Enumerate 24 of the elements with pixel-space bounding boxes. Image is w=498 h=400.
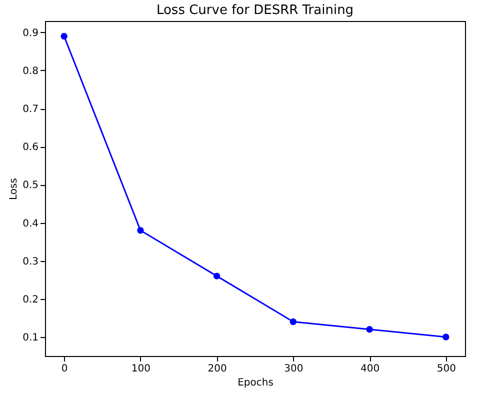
y-tick-label: 0.1: [22, 332, 38, 344]
point: [60, 32, 68, 40]
chart-title: Loss Curve for DESRR Training: [156, 3, 354, 18]
x-tick-label: 300: [284, 364, 304, 374]
y-tick-label: 0.8: [22, 66, 38, 77]
x-tick-label: 200: [208, 364, 227, 374]
y-tick-label: 0.6: [22, 142, 38, 154]
y-tick-label: 0.2: [22, 294, 38, 306]
point: [137, 227, 144, 234]
point: [290, 318, 297, 326]
y-axis-title: Loss: [8, 178, 20, 200]
y-tick-label: 0.3: [22, 256, 38, 268]
x-tick-label: 0: [61, 364, 68, 374]
x-axis-title: Epochs: [238, 378, 274, 388]
y-tick-label: 0.5: [22, 180, 38, 192]
y-tick-label: 0.4: [22, 218, 38, 230]
x-tick-label: 400: [360, 364, 380, 374]
x-tick-label: 100: [131, 364, 150, 374]
point: [213, 272, 220, 280]
point: [366, 326, 373, 333]
y-tick-label: 0.9: [22, 28, 38, 39]
y-tick-label: 0.7: [22, 104, 38, 116]
x-tick-label: 500: [436, 364, 456, 374]
point: [442, 334, 450, 340]
